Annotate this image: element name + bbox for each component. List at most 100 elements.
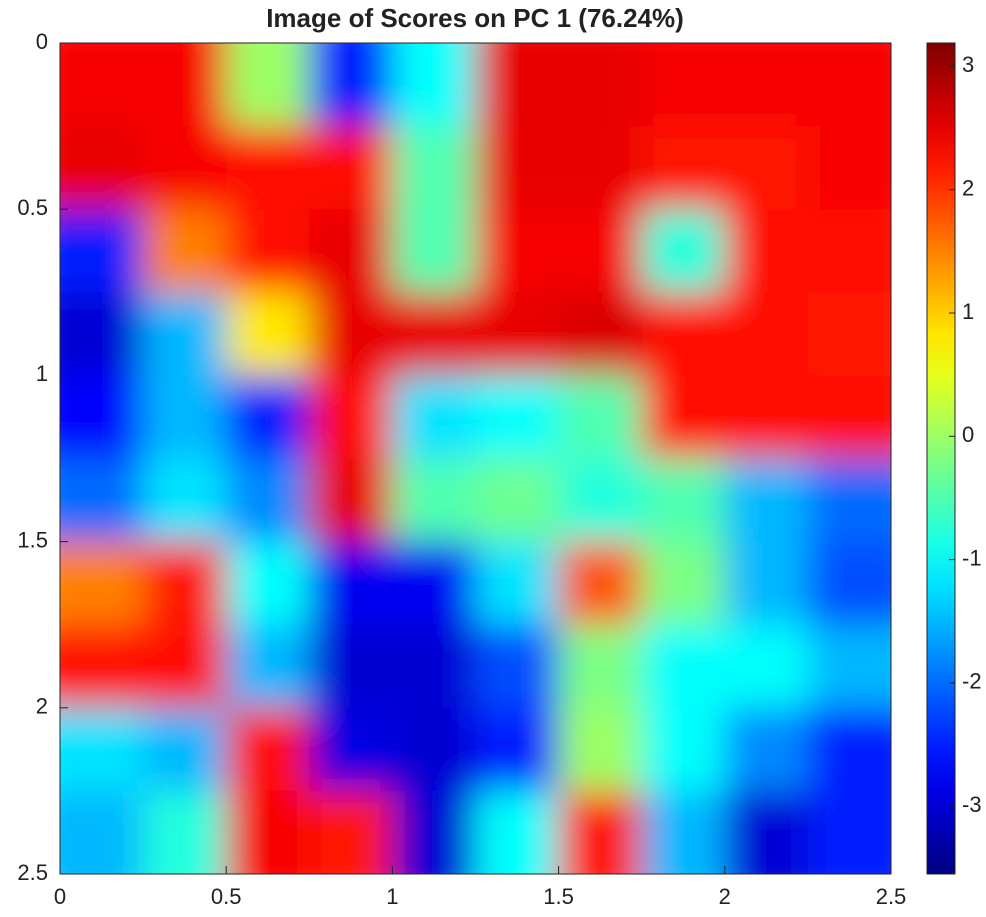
x-tick-label: 0.5 <box>211 884 242 909</box>
heatmap-cell <box>30 375 144 459</box>
heatmap-cell <box>559 708 643 792</box>
heatmap-cell <box>30 708 144 792</box>
heatmap-cell <box>309 791 393 904</box>
heatmap-cell <box>143 542 227 626</box>
heatmap-cell <box>309 625 393 709</box>
heatmap-cell <box>725 459 809 543</box>
colorbar-tick-label: -3 <box>962 792 982 817</box>
heatmap-cell <box>476 708 560 792</box>
heatmap-cell <box>808 209 921 293</box>
y-tick-label: 1.5 <box>17 527 48 552</box>
heatmap-cell <box>725 375 809 459</box>
heatmap-cell <box>143 708 227 792</box>
y-tick-label: 2.5 <box>17 860 48 885</box>
heatmap-cell <box>725 126 809 210</box>
colorbar-tick-label: -2 <box>962 669 982 694</box>
y-tick-label: 0.5 <box>17 195 48 220</box>
heatmap-cell <box>476 542 560 626</box>
heatmap-cell <box>725 708 809 792</box>
heatmap-cell <box>559 625 643 709</box>
heatmap-cell <box>392 209 476 293</box>
heatmap-cell <box>392 625 476 709</box>
chart: Image of Scores on PC 1 (76.24%) 0 0.5 1 1.… <box>0 0 986 917</box>
heatmap-cell <box>226 625 310 709</box>
x-tick-label: 2.5 <box>876 884 907 909</box>
heatmap-cell <box>309 292 393 376</box>
heatmap-cell <box>808 542 921 626</box>
heatmap-cell <box>476 292 560 376</box>
heatmap-cell <box>309 209 393 293</box>
x-tick-label: 1 <box>386 884 398 909</box>
heatmap-cell <box>725 791 809 904</box>
heatmap-cell <box>226 708 310 792</box>
x-tick-label: 1.5 <box>543 884 574 909</box>
heatmap-cell <box>808 126 921 210</box>
heatmap-cell <box>725 13 809 127</box>
heatmap-cell <box>143 209 227 293</box>
heatmap-cell <box>808 625 921 709</box>
heatmap-cell <box>642 625 726 709</box>
heatmap-cell <box>642 209 726 293</box>
heatmap-cell <box>476 459 560 543</box>
heatmap-cell <box>559 459 643 543</box>
heatmap-cell <box>143 126 227 210</box>
heatmap-cell <box>392 542 476 626</box>
heatmap-cell <box>808 708 921 792</box>
x-tick-label: 2 <box>719 884 731 909</box>
heatmap-cell <box>143 13 227 127</box>
heatmap-cell <box>226 209 310 293</box>
heatmap <box>30 13 921 904</box>
heatmap-cell <box>476 209 560 293</box>
heatmap-cell <box>226 375 310 459</box>
heatmap-cell <box>30 209 144 293</box>
heatmap-cell <box>559 126 643 210</box>
heatmap-cell <box>392 708 476 792</box>
colorbar-tick-label: 0 <box>962 422 974 447</box>
heatmap-cell <box>559 209 643 293</box>
y-tick-label: 1 <box>36 361 48 386</box>
heatmap-cell <box>309 375 393 459</box>
heatmap-cell <box>559 375 643 459</box>
heatmap-cell <box>392 375 476 459</box>
heatmap-cell <box>808 292 921 376</box>
heatmap-cell <box>309 708 393 792</box>
heatmap-cell <box>642 791 726 904</box>
heatmap-cell <box>30 791 144 904</box>
heatmap-cell <box>642 708 726 792</box>
heatmap-cell <box>725 625 809 709</box>
heatmap-cell <box>808 13 921 127</box>
heatmap-cell <box>559 542 643 626</box>
heatmap-cell <box>392 791 476 904</box>
y-tick-label: 0 <box>36 29 48 54</box>
heatmap-cell <box>476 625 560 709</box>
heatmap-cell <box>808 459 921 543</box>
heatmap-cell <box>476 126 560 210</box>
heatmap-cell <box>143 375 227 459</box>
colorbar-tick-label: -1 <box>962 545 982 570</box>
colorbar-tick-label: 2 <box>962 176 974 201</box>
heatmap-cell <box>476 375 560 459</box>
colorbar-tick-label: 3 <box>962 52 974 77</box>
heatmap-cell <box>808 375 921 459</box>
heatmap-cell <box>725 542 809 626</box>
heatmap-cell <box>226 126 310 210</box>
heatmap-cell <box>392 459 476 543</box>
heatmap-cell <box>392 292 476 376</box>
heatmap-cell <box>392 126 476 210</box>
heatmap-cell <box>309 459 393 543</box>
heatmap-cell <box>226 459 310 543</box>
colorbar-tick-label: 1 <box>962 299 974 324</box>
heatmap-cell <box>309 126 393 210</box>
heatmap-cell <box>642 542 726 626</box>
heatmap-cell <box>642 459 726 543</box>
x-tick-label: 0 <box>54 884 66 909</box>
heatmap-cell <box>143 459 227 543</box>
heatmap-cell <box>642 292 726 376</box>
heatmap-cell <box>309 542 393 626</box>
heatmap-cell <box>642 375 726 459</box>
heatmap-cell <box>226 292 310 376</box>
heatmap-cell <box>143 625 227 709</box>
chart-title: Image of Scores on PC 1 (76.24%) <box>266 3 684 33</box>
heatmap-cell <box>642 126 726 210</box>
y-tick-label: 2 <box>36 694 48 719</box>
